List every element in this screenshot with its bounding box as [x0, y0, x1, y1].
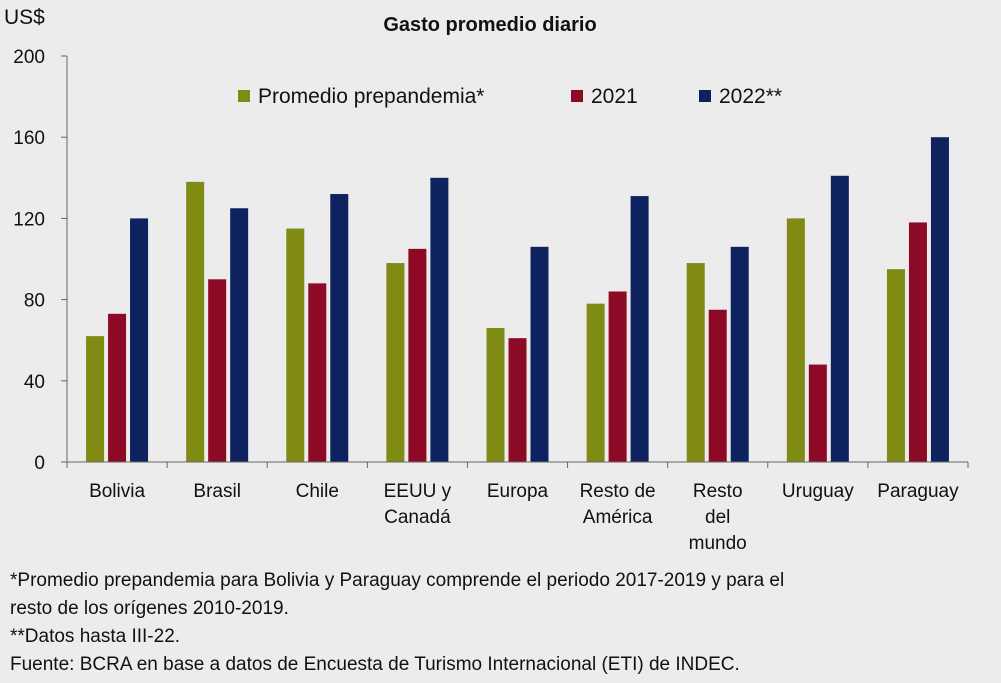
bar — [630, 196, 649, 462]
bar — [786, 218, 805, 462]
bar — [430, 177, 449, 463]
y-tick-label: 40 — [24, 372, 45, 393]
footnote-prepandemia: *Promedio prepandemia para Bolivia y Par… — [10, 570, 785, 591]
x-tick-label: EEUU y Canadá — [384, 481, 452, 528]
bar — [930, 137, 949, 462]
x-axis: Bolivia Brasil Chile EEUU y Canadá Europa Rest… — [66, 461, 969, 554]
bar — [730, 246, 749, 462]
bar — [108, 313, 127, 462]
bar — [486, 328, 505, 462]
bar — [130, 218, 149, 462]
legend-label: 2022** — [719, 85, 782, 108]
legend-swatch — [571, 90, 583, 102]
footnote-2022: **Datos hasta III-22. — [10, 626, 181, 647]
legend-swatch — [238, 90, 250, 102]
bar — [230, 208, 249, 462]
bar-chart: US$ Gasto promedio diario Promedio prepa… — [4, 6, 969, 554]
bar — [808, 364, 827, 462]
y-tick-label: 80 — [24, 291, 45, 312]
y-axis: 0 40 80 120 160 200 — [13, 47, 68, 474]
bar — [530, 246, 549, 462]
y-tick-label: 120 — [13, 209, 45, 230]
bar — [330, 194, 349, 463]
bar — [208, 279, 227, 462]
bar — [586, 303, 605, 462]
x-tick-label: Resto de América — [580, 481, 656, 528]
legend: Promedio prepandemia* 2021 2022** — [238, 85, 782, 108]
footnote-source: Fuente: BCRA en base a datos de Encuesta… — [10, 654, 740, 675]
footnotes: *Promedio prepandemia para Bolivia y Par… — [10, 567, 995, 679]
bar — [308, 283, 327, 462]
x-tick-label: Chile — [296, 481, 339, 502]
x-tick-label: Paraguay — [877, 481, 959, 502]
legend-label: 2021 — [591, 85, 638, 108]
bar — [508, 338, 527, 462]
x-tick-label: Uruguay — [782, 481, 854, 502]
y-axis-unit-label: US$ — [4, 6, 45, 29]
y-tick-label: 0 — [34, 453, 45, 474]
bar — [286, 228, 305, 462]
chart-title: Gasto promedio diario — [383, 14, 596, 36]
y-tick-label: 200 — [13, 47, 45, 68]
footnote-prepandemia-cont: resto de los orígenes 2010-2019. — [10, 598, 289, 619]
bar — [386, 263, 405, 462]
bar — [608, 291, 627, 462]
y-tick-label: 160 — [13, 128, 45, 149]
legend-label: Promedio prepandemia* — [258, 85, 484, 108]
x-tick-label: Resto del mundo — [689, 481, 747, 554]
legend-swatch — [699, 90, 711, 102]
bar — [830, 175, 849, 462]
x-tick-label: Europa — [487, 481, 549, 502]
bar — [86, 336, 105, 462]
bar — [708, 309, 727, 462]
bars — [86, 137, 949, 463]
bar — [908, 222, 927, 462]
bar — [408, 248, 427, 462]
bar — [886, 269, 905, 462]
bar — [686, 263, 705, 462]
bar — [186, 181, 205, 463]
x-tick-label: Bolivia — [89, 481, 145, 502]
x-tick-label: Brasil — [193, 481, 241, 502]
